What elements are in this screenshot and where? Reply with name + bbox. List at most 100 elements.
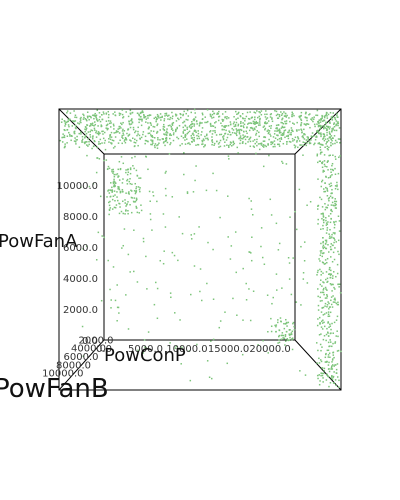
data-point [275, 273, 278, 275]
data-point [117, 199, 119, 202]
data-point [60, 121, 63, 123]
data-point [129, 182, 132, 185]
data-point [210, 125, 212, 128]
data-point [254, 128, 256, 131]
data-point [329, 267, 331, 269]
data-point [113, 178, 115, 181]
data-point [140, 118, 142, 121]
data-point [273, 133, 276, 135]
data-point [216, 113, 218, 115]
data-point [146, 288, 148, 290]
data-point [89, 124, 92, 127]
data-point [66, 129, 68, 131]
data-point [331, 359, 334, 361]
data-point [131, 111, 134, 114]
x-tick-label: 15000.0 [208, 344, 249, 355]
data-point [303, 260, 306, 262]
data-point [337, 215, 340, 217]
data-point [238, 130, 241, 132]
data-point [334, 301, 336, 303]
data-point [132, 126, 135, 129]
data-point [307, 136, 310, 139]
data-point [175, 128, 177, 131]
data-point [289, 329, 291, 331]
data-point [332, 237, 335, 239]
data-point [277, 249, 280, 251]
data-point [165, 114, 168, 116]
data-point [299, 144, 301, 146]
data-point [284, 120, 286, 123]
data-point [135, 169, 138, 172]
data-point [284, 122, 287, 125]
data-point [328, 237, 331, 239]
data-point [319, 343, 322, 346]
data-point [111, 186, 113, 189]
data-point [322, 319, 324, 321]
data-point [278, 115, 281, 118]
data-point [152, 130, 155, 133]
data-point [257, 344, 259, 346]
data-point [284, 129, 287, 131]
data-point [182, 126, 184, 129]
data-point [209, 122, 212, 125]
data-point [303, 123, 306, 125]
data-point [136, 112, 139, 115]
data-point [326, 327, 328, 330]
data-point [120, 156, 123, 158]
data-point [122, 117, 124, 119]
data-point [91, 124, 94, 126]
data-point [331, 365, 333, 368]
data-point [338, 138, 341, 140]
data-point [149, 213, 152, 215]
data-point [332, 354, 335, 356]
data-point [255, 126, 257, 128]
y-tick-label: 8000.0 [63, 212, 98, 223]
data-point [95, 131, 97, 134]
data-point [330, 144, 332, 147]
data-point [107, 120, 110, 122]
data-point [66, 110, 69, 112]
data-point [207, 120, 209, 123]
data-point [325, 113, 328, 116]
data-point [168, 153, 171, 155]
data-point [237, 124, 239, 127]
data-point [291, 115, 293, 118]
data-point [285, 135, 288, 137]
data-point [172, 129, 174, 132]
data-point [333, 321, 336, 324]
data-point [171, 111, 173, 114]
data-point [333, 237, 335, 240]
data-point [230, 245, 233, 247]
data-point [163, 250, 165, 252]
data-point [328, 121, 331, 124]
data-point [324, 305, 326, 307]
data-point [112, 172, 114, 174]
data-point [246, 132, 248, 135]
data-point [300, 304, 302, 306]
data-point [338, 286, 340, 288]
data-point [315, 342, 318, 344]
data-point [109, 189, 111, 191]
data-point [145, 155, 147, 158]
data-point [159, 129, 161, 131]
data-point [246, 136, 248, 138]
data-point [117, 306, 120, 309]
data-point [211, 136, 213, 138]
data-point [91, 122, 94, 125]
data-point [205, 121, 208, 124]
data-point [322, 216, 325, 218]
data-point [206, 133, 208, 136]
data-point [142, 240, 145, 243]
data-point [264, 116, 267, 118]
data-point [312, 135, 315, 137]
data-point [101, 130, 103, 133]
data-point [313, 123, 316, 126]
data-point [261, 256, 264, 259]
data-point [330, 204, 333, 206]
data-point [313, 143, 315, 146]
data-point [182, 113, 185, 116]
data-point [73, 110, 75, 112]
data-point [62, 133, 64, 135]
data-point [224, 116, 226, 118]
data-point [296, 130, 298, 132]
